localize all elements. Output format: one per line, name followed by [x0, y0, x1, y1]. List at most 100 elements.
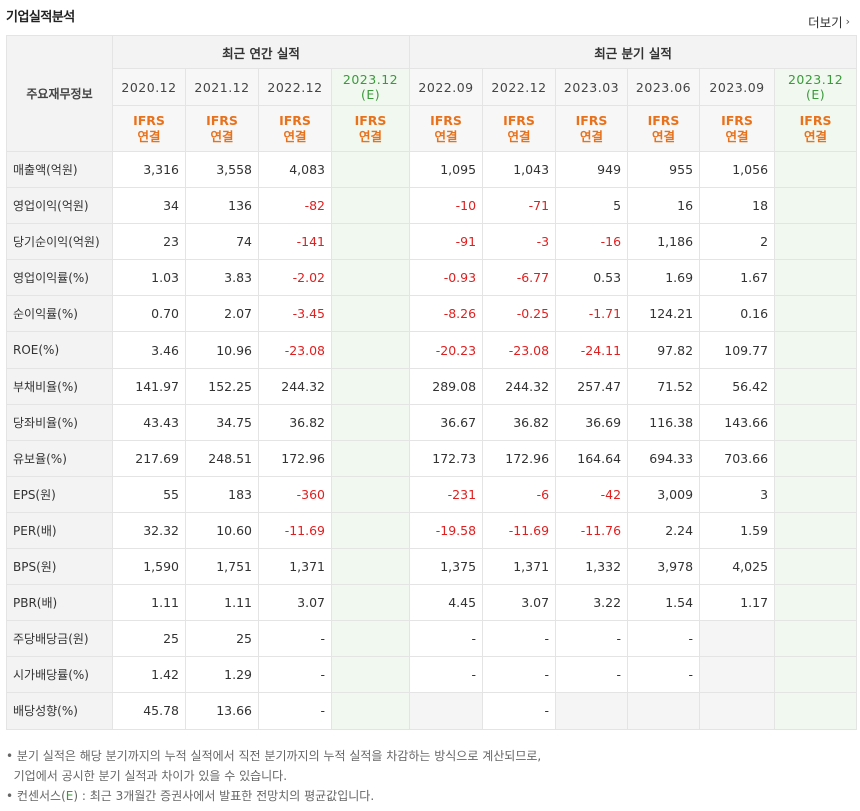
period-header: 2023.09 — [699, 68, 776, 106]
table-row: 영업이익(억원) 34 136 -82 -10 -71 5 16 18 — [6, 187, 858, 225]
value-cell: 18 — [699, 187, 776, 225]
value-cell: -1.71 — [555, 295, 629, 333]
value-cell: 172.96 — [482, 439, 557, 477]
value-cell: 183 — [185, 475, 259, 513]
value-cell: 124.21 — [627, 295, 701, 333]
more-label: 더보기 — [808, 15, 843, 30]
ifrs-consolidated-label: IFRS 연결 — [482, 105, 557, 152]
value-cell: 3.46 — [112, 331, 186, 369]
quarter-group-header: 최근 분기 실적 — [409, 35, 858, 69]
table-row: PBR(배) 1.11 1.11 3.07 4.45 3.07 3.22 1.54 1.17 — [6, 584, 858, 622]
value-cell: 2.24 — [627, 511, 701, 550]
value-cell: 0.70 — [112, 295, 186, 333]
ifrs-consolidated-label: IFRS 연결 — [330, 105, 411, 152]
table-row: BPS(원) 1,590 1,751 1,371 1,375 1,371 1,332 3,97… — [6, 548, 858, 586]
estimate-mark: (E) — [360, 87, 381, 102]
value-cell: 1,375 — [409, 548, 484, 586]
value-cell: 1.11 — [112, 584, 186, 622]
value-cell — [774, 403, 858, 441]
section-title: 기업실적분석 — [6, 10, 75, 25]
value-cell — [330, 295, 411, 333]
row-label: 순이익률(%) — [6, 295, 113, 333]
value-cell: -141 — [258, 223, 332, 261]
value-cell — [774, 548, 858, 586]
period-header: 2023.12 (E) — [774, 68, 858, 106]
value-cell: 289.08 — [409, 367, 484, 405]
table-row: PER(배) 32.32 10.60 -11.69 -19.58 -11.69 -11.76… — [6, 511, 858, 550]
value-cell — [330, 150, 411, 189]
value-cell: 1.11 — [185, 584, 259, 622]
value-cell: 248.51 — [185, 439, 259, 477]
value-cell: 955 — [627, 150, 701, 189]
value-cell: -71 — [482, 187, 557, 225]
table-row: 매출액(억원) 3,316 3,558 4,083 1,095 1,043 949 955 1,… — [6, 150, 858, 189]
value-cell: 45.78 — [112, 692, 186, 730]
table-row: 유보율(%) 217.69 248.51 172.96 172.73 172.96 164.… — [6, 439, 858, 477]
footnote-3: • 컨센서스(E) : 최근 3개월간 증권사에서 발표한 전망치의 평균값입니… — [6, 789, 375, 803]
row-label: 매출액(억원) — [6, 150, 113, 189]
value-cell — [774, 692, 858, 730]
estimate-mark: (E) — [805, 87, 826, 102]
period-header: 2020.12 — [112, 68, 186, 106]
table-row: EPS(원) 55 183 -360 -231 -6 -42 3,009 3 — [6, 475, 858, 513]
value-cell: 1.29 — [185, 656, 259, 694]
period-header: 2022.09 — [409, 68, 484, 106]
value-cell — [330, 331, 411, 369]
row-label: 영업이익률(%) — [6, 259, 113, 297]
value-cell: -42 — [555, 475, 629, 513]
table-row: 영업이익률(%) 1.03 3.83 -2.02 -0.93 -6.77 0.53 1.69 1… — [6, 259, 858, 297]
value-cell — [330, 511, 411, 550]
value-cell: 0.16 — [699, 295, 776, 333]
value-cell — [699, 620, 776, 658]
value-cell: 141.97 — [112, 367, 186, 405]
value-cell: 116.38 — [627, 403, 701, 441]
value-cell: 3.07 — [482, 584, 557, 622]
value-cell: -16 — [555, 223, 629, 261]
value-cell: -24.11 — [555, 331, 629, 369]
value-cell: 34 — [112, 187, 186, 225]
value-cell: -6.77 — [482, 259, 557, 297]
value-cell — [330, 439, 411, 477]
row-label: 유보율(%) — [6, 439, 113, 477]
value-cell: 3.83 — [185, 259, 259, 297]
period-header: 2023.06 — [627, 68, 701, 106]
table-row: 부채비율(%) 141.97 152.25 244.32 289.08 244.32 257… — [6, 367, 858, 405]
value-cell: 97.82 — [627, 331, 701, 369]
value-cell — [774, 223, 858, 261]
value-cell: -91 — [409, 223, 484, 261]
value-cell: - — [482, 692, 557, 730]
period-header: 2023.03 — [555, 68, 629, 106]
value-cell: -360 — [258, 475, 332, 513]
value-cell: 3,558 — [185, 150, 259, 189]
row-label: 배당성향(%) — [6, 692, 113, 730]
row-label: 시가배당률(%) — [6, 656, 113, 694]
value-cell: 136 — [185, 187, 259, 225]
value-cell — [330, 620, 411, 658]
row-label: 주당배당금(원) — [6, 620, 113, 658]
row-label: PER(배) — [6, 511, 113, 550]
period-header-row: 2020.12 2021.12 2022.12 2023.12 (E) 2022.09 20… — [7, 68, 858, 106]
value-cell — [774, 620, 858, 658]
value-cell — [330, 403, 411, 441]
value-cell: -23.08 — [258, 331, 332, 369]
value-cell: -82 — [258, 187, 332, 225]
value-cell: 164.64 — [555, 439, 629, 477]
value-cell: 2.07 — [185, 295, 259, 333]
value-cell: 36.67 — [409, 403, 484, 441]
annual-group-header: 최근 연간 실적 — [111, 35, 411, 69]
value-cell: 1,056 — [699, 150, 776, 189]
more-link[interactable]: 더보기 › — [808, 12, 850, 31]
value-cell: 5 — [555, 187, 629, 225]
value-cell: -20.23 — [409, 331, 484, 369]
value-cell: 34.75 — [185, 403, 259, 441]
row-label: 영업이익(억원) — [6, 187, 113, 225]
value-cell — [774, 656, 858, 694]
value-cell — [330, 259, 411, 297]
value-cell: -3 — [482, 223, 557, 261]
value-cell: 3,978 — [627, 548, 701, 586]
value-cell: 25 — [112, 620, 186, 658]
value-cell: 1,043 — [482, 150, 557, 189]
value-cell: 36.82 — [482, 403, 557, 441]
period-header: 2022.12 — [482, 68, 557, 106]
value-cell: 74 — [185, 223, 259, 261]
